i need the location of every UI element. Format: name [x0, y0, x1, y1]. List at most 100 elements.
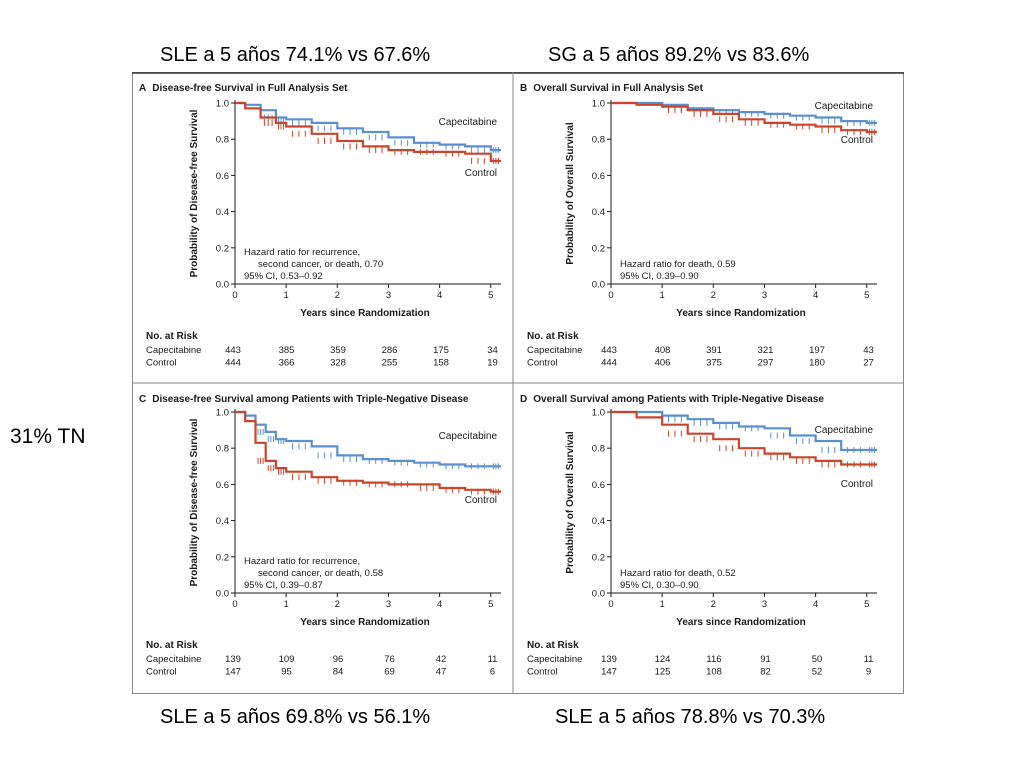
panel-d-risk-label: Capecitabine — [527, 654, 582, 665]
panel-c-xtick-label: 1 — [284, 599, 289, 610]
panel-c-ytick-label: 0.4 — [216, 516, 229, 527]
panel-a-ytick-label: 0.4 — [216, 207, 229, 218]
panel-d-ytick-label: 0.6 — [592, 480, 605, 491]
panel-d-risk-value: 125 — [655, 667, 671, 678]
panel-c-risk-value: 11 — [488, 654, 498, 665]
panel-c-risk-value: 47 — [436, 667, 447, 678]
panel-a-series-control — [235, 101, 501, 162]
panel-a-label-capecitabine: Capecitabine — [439, 117, 498, 128]
panel-b-xtick-label: 3 — [762, 290, 767, 301]
panel-a-ytick-label: 0.2 — [216, 243, 229, 254]
panel-b-ytick-label: 0.6 — [592, 171, 605, 182]
panel-a-risk-label: Capecitabine — [146, 345, 201, 356]
panel-d-title: D Overall Survival among Patients with Tr… — [520, 394, 824, 405]
caption-bottom-right: SLE a 5 años 78.8% vs 70.3% — [555, 706, 826, 728]
panel-c-hazard-annotation: 95% CI, 0.39–0.87 — [244, 580, 323, 591]
panel-a-risk-value: 366 — [279, 358, 295, 369]
panel-b-xtick-label: 5 — [864, 290, 869, 301]
panel-c-risk-label: Control — [146, 667, 177, 678]
panel-c-ytick-label: 1.0 — [216, 408, 229, 419]
panel-b-risk-label: Capecitabine — [527, 345, 582, 356]
caption-top-left: SLE a 5 años 74.1% vs 67.6% — [160, 44, 431, 66]
panel-c-y-label: Probability of Disease-free Survival — [189, 418, 200, 586]
panel-c-ytick-label: 0.0 — [216, 589, 229, 600]
panel-d-ytick-label: 1.0 — [592, 408, 605, 419]
panel-d-y-label: Probability of Overall Survival — [565, 431, 576, 573]
panel-c-xtick-label: 3 — [386, 599, 391, 610]
panel-d-letter: D — [520, 394, 527, 405]
caption-bottom-left: SLE a 5 años 69.8% vs 56.1% — [160, 706, 431, 728]
panel-d-label-control: Control — [841, 479, 873, 490]
panel-c-series-control — [235, 410, 501, 493]
panel-b-ytick-label: 0.0 — [592, 280, 605, 291]
panel-b-risk-value: 43 — [863, 345, 874, 356]
panel-b-risk-value: 297 — [758, 358, 774, 369]
panel-a-xtick-label: 1 — [284, 290, 289, 301]
caption-top-right: SG a 5 años 89.2% vs 83.6% — [548, 44, 810, 66]
caption-triple-negative: 31% TN — [10, 425, 86, 448]
panel-d-risk-label: Control — [527, 667, 558, 678]
panel-c-hazard-annotation: second cancer, or death, 0.58 — [258, 568, 383, 579]
panel-d-risk-value: 82 — [760, 667, 771, 678]
panel-a-risk-header: No. at Risk — [146, 331, 198, 342]
panel-d-xtick-label: 1 — [660, 599, 665, 610]
panel-a-ytick-label: 0.6 — [216, 171, 229, 182]
panel-b-risk-header: No. at Risk — [527, 331, 579, 342]
panel-b-y-label: Probability of Overall Survival — [565, 122, 576, 264]
panel-c-ytick-label: 0.2 — [216, 552, 229, 563]
panel-b-risk-value: 321 — [758, 345, 774, 356]
panel-a-xtick-label: 2 — [335, 290, 340, 301]
panel-b-risk-value: 180 — [809, 358, 825, 369]
panel-c-label-capecitabine: Capecitabine — [439, 431, 498, 442]
panel-c-title: C Disease-free Survival among Patients wi… — [139, 394, 469, 405]
panel-d: D Overall Survival among Patients with Tr… — [520, 394, 877, 678]
panel-c-risk-value: 109 — [279, 654, 295, 665]
panel-a-ytick-label: 0.8 — [216, 135, 229, 146]
panel-c-risk-value: 69 — [384, 667, 395, 678]
panel-d-x-label: Years since Randomization — [676, 617, 806, 628]
panel-d-risk-value: 50 — [812, 654, 823, 665]
panel-c-risk-value: 6 — [490, 667, 495, 678]
panel-d-risk-value: 147 — [601, 667, 617, 678]
panel-c-xtick-label: 5 — [488, 599, 493, 610]
panel-c-label-control: Control — [465, 495, 497, 506]
panel-a-xtick-label: 0 — [232, 290, 237, 301]
panel-d-xtick-label: 5 — [864, 599, 869, 610]
panel-a-risk-value: 255 — [382, 358, 398, 369]
panel-d-risk-value: 108 — [706, 667, 722, 678]
panel-b-xtick-label: 1 — [660, 290, 665, 301]
panel-d-risk-value: 91 — [760, 654, 771, 665]
panel-d-risk-value: 124 — [655, 654, 671, 665]
panel-a-series-capecitabine — [235, 101, 501, 152]
panel-a-risk-value: 359 — [330, 345, 346, 356]
panel-c-risk-value: 96 — [333, 654, 344, 665]
panel-a-hazard-annotation: second cancer, or death, 0.70 — [258, 259, 383, 270]
panel-c-title-text: Disease-free Survival among Patients wit… — [152, 394, 469, 405]
panel-a: A Disease-free Survival in Full Analysis … — [139, 83, 501, 369]
panel-b-label-control: Control — [841, 135, 873, 146]
panel-b: B Overall Survival in Full Analysis Set 0.… — [520, 83, 877, 369]
panel-a-hazard-annotation: 95% CI, 0.53–0.92 — [244, 271, 323, 282]
panel-d-ytick-label: 0.8 — [592, 444, 605, 455]
panel-c-ytick-label: 0.8 — [216, 444, 229, 455]
panel-b-series-capecitabine — [611, 101, 877, 124]
panel-d-xtick-label: 3 — [762, 599, 767, 610]
panel-c: C Disease-free Survival among Patients wi… — [139, 394, 501, 678]
panel-b-xtick-label: 0 — [608, 290, 613, 301]
panel-a-title: A Disease-free Survival in Full Analysis … — [139, 83, 348, 94]
panel-a-letter: A — [139, 83, 146, 94]
panel-b-risk-value: 197 — [809, 345, 825, 356]
panel-b-risk-value: 27 — [863, 358, 874, 369]
panel-a-risk-value: 286 — [382, 345, 398, 356]
survival-figure: A Disease-free Survival in Full Analysis … — [132, 72, 904, 694]
panel-d-series-control — [611, 410, 877, 466]
panel-d-label-capecitabine: Capecitabine — [815, 425, 874, 436]
panel-a-xtick-label: 4 — [437, 290, 442, 301]
panel-a-risk-value: 34 — [487, 345, 498, 356]
panel-b-letter: B — [520, 83, 527, 94]
panel-c-risk-value: 139 — [225, 654, 241, 665]
panel-b-label-capecitabine: Capecitabine — [815, 101, 874, 112]
panel-b-risk-value: 444 — [601, 358, 617, 369]
panel-a-xtick-label: 3 — [386, 290, 391, 301]
panel-d-ytick-label: 0.0 — [592, 589, 605, 600]
